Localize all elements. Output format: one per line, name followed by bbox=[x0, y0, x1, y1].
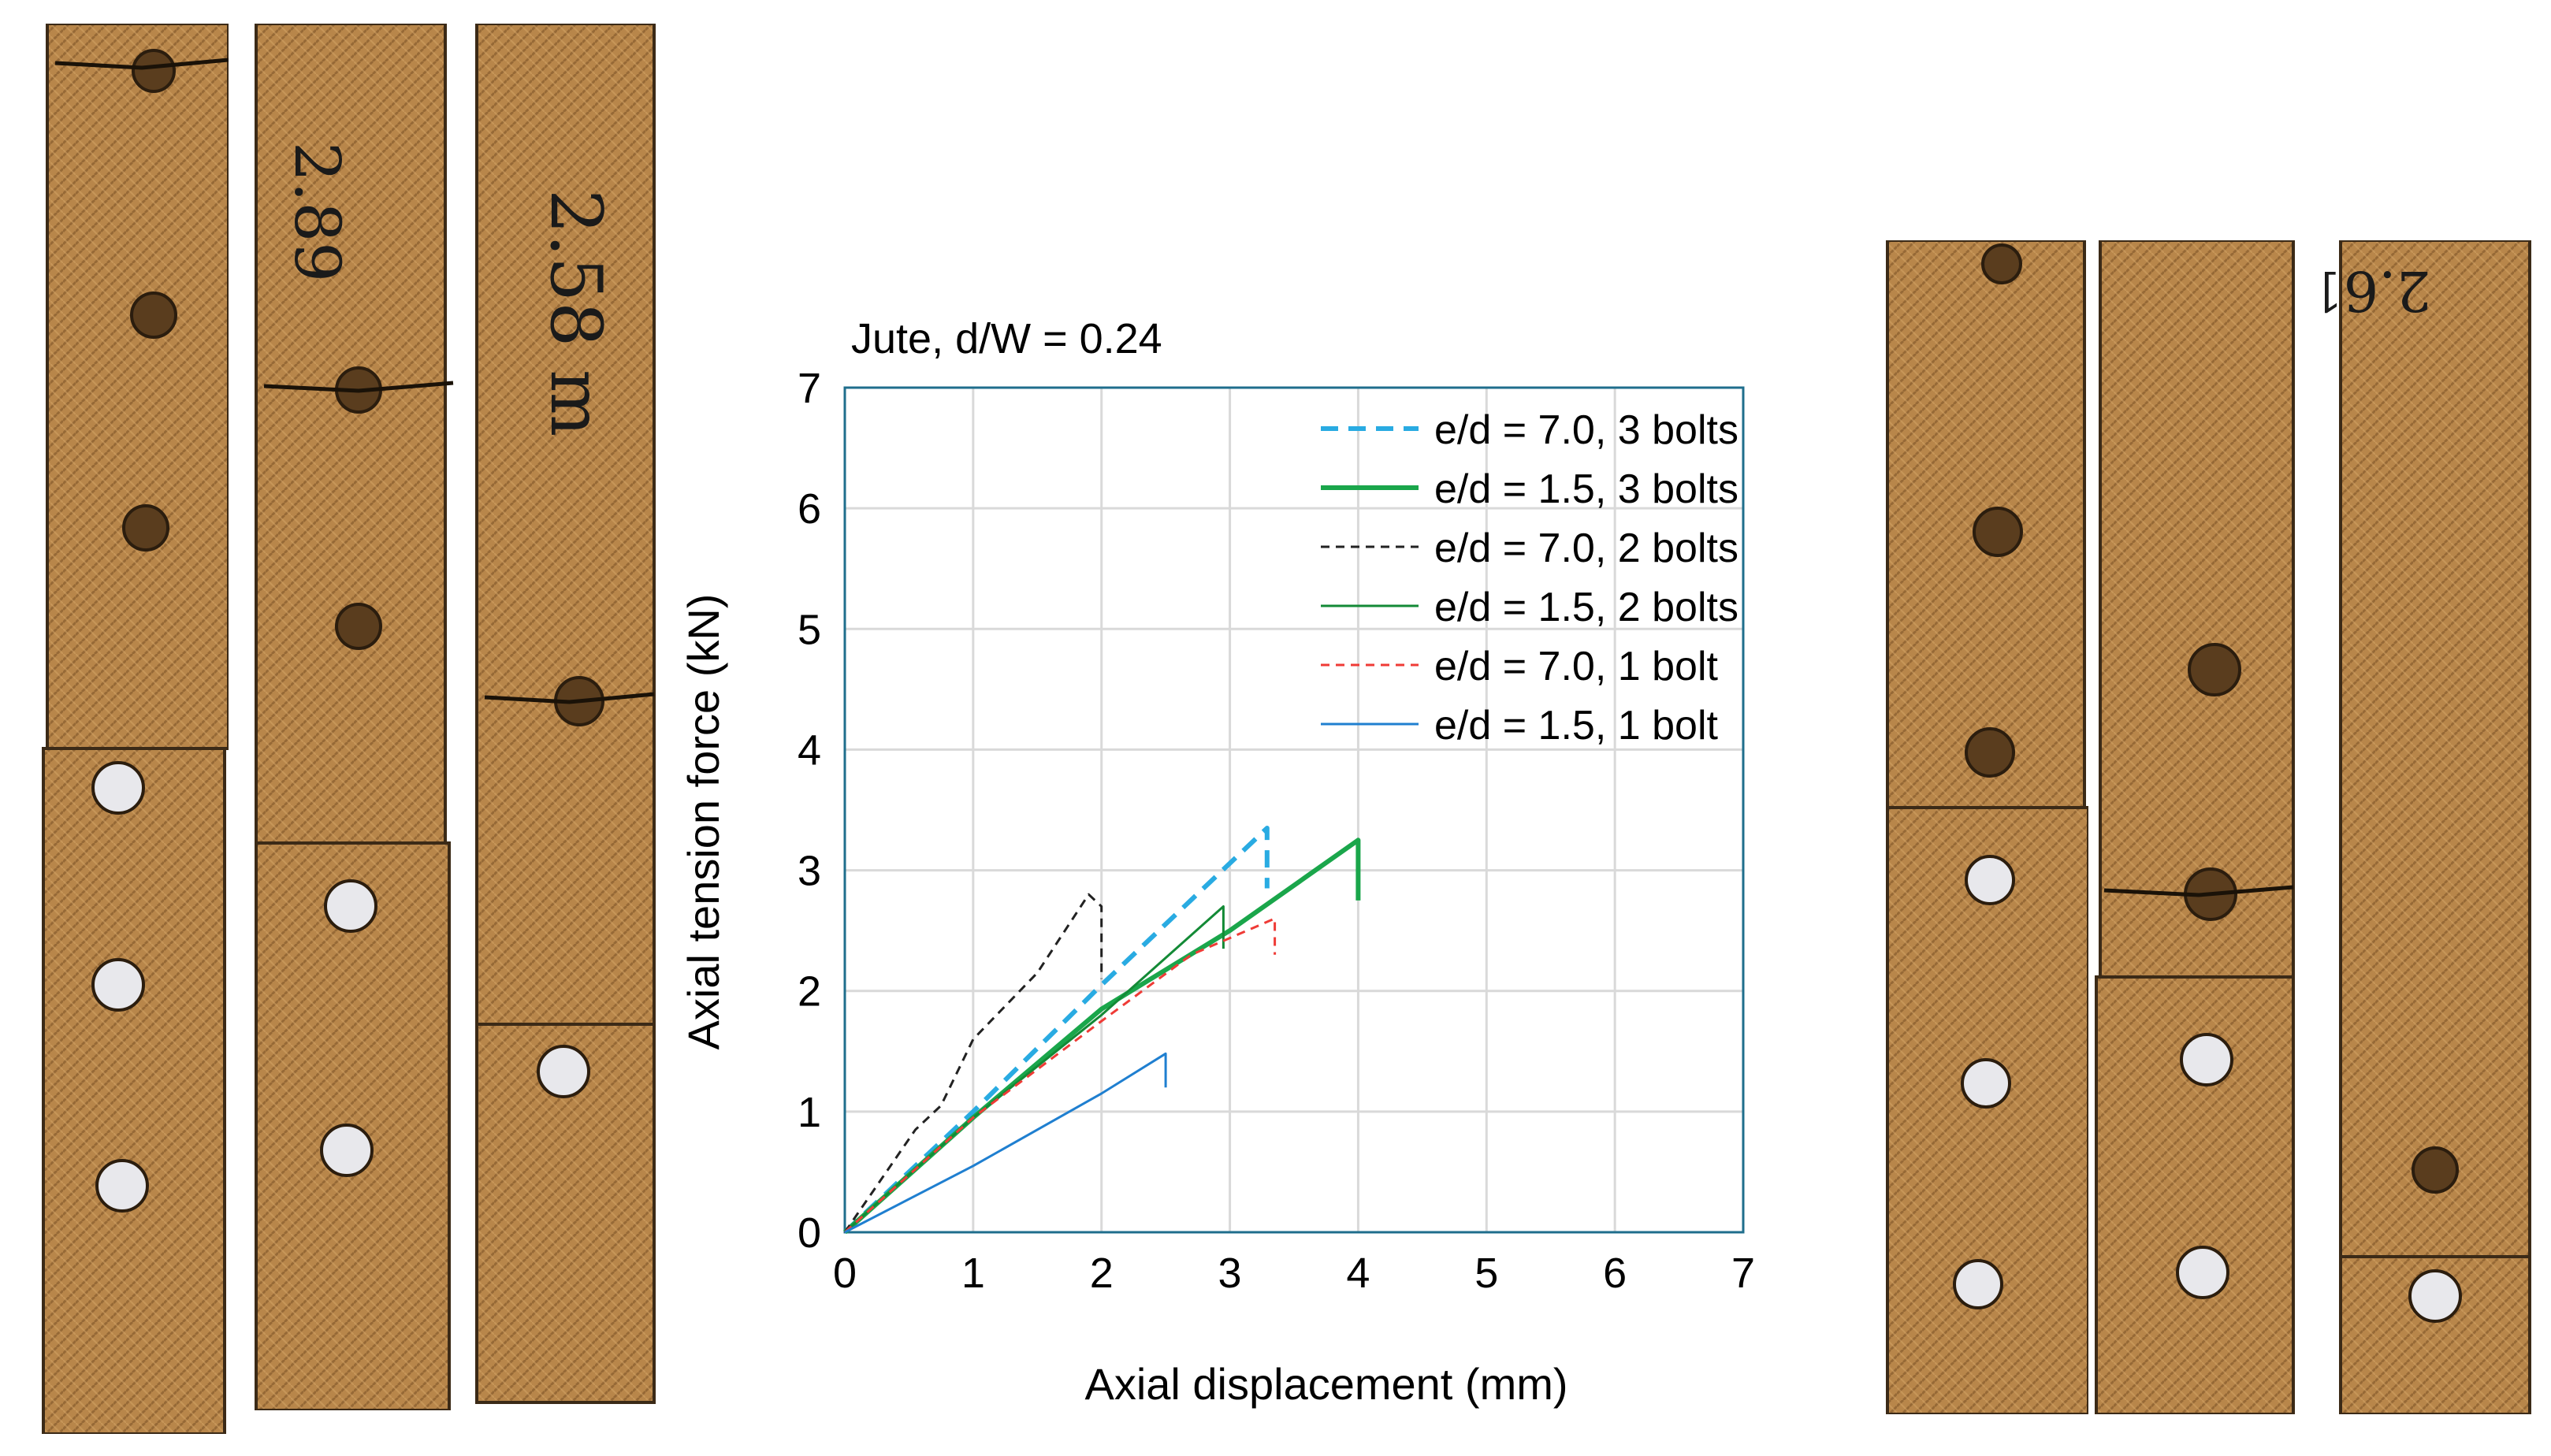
x-tick-label: 3 bbox=[1218, 1250, 1242, 1297]
series-line bbox=[842, 826, 1270, 1235]
plot-frame bbox=[843, 386, 1745, 1234]
series-line bbox=[844, 905, 1225, 1234]
bolt-hole bbox=[1965, 727, 2015, 778]
legend-label: e/d = 7.0, 3 bolts bbox=[1434, 407, 1738, 453]
series-line bbox=[844, 917, 1277, 1234]
bolt-hole bbox=[1965, 855, 2015, 905]
specimen-photo-right-1 bbox=[1872, 240, 2088, 1414]
x-tick-label: 5 bbox=[1474, 1250, 1498, 1297]
y-tick-label: 0 bbox=[798, 1209, 821, 1257]
specimen-photo-left-2: 2.89 bbox=[240, 24, 457, 1410]
data-series bbox=[842, 826, 1361, 1235]
bolt-hole bbox=[320, 1124, 374, 1177]
specimen-photo-left-1 bbox=[0, 24, 229, 1434]
x-tick-label: 2 bbox=[1090, 1250, 1114, 1297]
bolt-hole bbox=[2408, 1269, 2462, 1323]
specimen-left-2-drawing: 2.89 bbox=[255, 24, 454, 1410]
legend-label: e/d = 7.0, 2 bolts bbox=[1434, 526, 1738, 571]
bolt-hole bbox=[122, 504, 169, 552]
y-tick-label: 7 bbox=[798, 365, 821, 412]
y-tick-label: 1 bbox=[798, 1089, 821, 1136]
y-tick-label: 2 bbox=[798, 968, 821, 1016]
jute-strip bbox=[475, 24, 656, 1026]
specimen-right-3-drawing: 2.61 bbox=[2325, 240, 2531, 1414]
jute-strip bbox=[1886, 806, 2088, 1414]
specimen-left-3-drawing: 2.58 m bbox=[475, 24, 656, 1404]
jute-strip bbox=[42, 747, 226, 1434]
handwriting: 2.58 m bbox=[534, 189, 617, 436]
grid-lines bbox=[845, 388, 1743, 1232]
crack bbox=[54, 58, 229, 70]
crack bbox=[484, 692, 655, 704]
bolt-hole bbox=[1953, 1259, 2003, 1309]
x-tick-label: 1 bbox=[961, 1250, 985, 1297]
specimen-right-1-drawing bbox=[1886, 240, 2088, 1414]
bolt-hole bbox=[132, 49, 176, 93]
x-tick-label: 7 bbox=[1731, 1250, 1755, 1297]
jute-strip bbox=[46, 24, 229, 750]
bolt-hole bbox=[91, 958, 145, 1012]
legend-label: e/d = 1.5, 1 bolt bbox=[1434, 703, 1718, 748]
bolt-hole bbox=[2412, 1146, 2459, 1194]
specimen-left-1-drawing bbox=[42, 24, 229, 1434]
y-tick-label: 4 bbox=[798, 726, 821, 774]
legend-label: e/d = 1.5, 3 bolts bbox=[1434, 466, 1738, 512]
x-tick-label: 6 bbox=[1603, 1250, 1627, 1297]
jute-strip bbox=[2099, 240, 2295, 979]
bolt-hole bbox=[95, 1159, 149, 1213]
bolt-hole bbox=[1961, 1058, 2011, 1109]
bolt-hole bbox=[91, 761, 145, 815]
x-axis-label: Axial displacement (mm) bbox=[1084, 1359, 1567, 1409]
legend-label: e/d = 1.5, 2 bolts bbox=[1434, 585, 1738, 630]
series-line bbox=[844, 1052, 1167, 1234]
jute-strip bbox=[255, 24, 447, 845]
crack bbox=[2103, 885, 2294, 897]
bolt-hole bbox=[324, 879, 377, 933]
bolt-hole bbox=[2176, 1246, 2229, 1299]
specimen-photo-left-3: 2.58 m bbox=[469, 24, 662, 1410]
legend: e/d = 7.0, 3 bolts e/d = 1.5, 3 bolts e/d … bbox=[1321, 407, 1738, 748]
handwriting: 2.89 bbox=[281, 142, 354, 282]
bolt-hole bbox=[335, 603, 382, 650]
bolt-hole bbox=[1973, 507, 2023, 557]
x-tick-label: 4 bbox=[1346, 1250, 1370, 1297]
y-tick-label: 6 bbox=[798, 485, 821, 533]
bolt-hole bbox=[537, 1045, 590, 1098]
specimen-right-2-drawing bbox=[2095, 240, 2295, 1414]
x-tick-label: 0 bbox=[833, 1250, 857, 1297]
y-tick-label: 3 bbox=[798, 848, 821, 895]
handwriting: 2.61 bbox=[2325, 258, 2431, 323]
y-tick-label: 5 bbox=[798, 606, 821, 653]
bolt-hole bbox=[1981, 243, 2022, 284]
bolt-hole bbox=[2180, 1033, 2233, 1086]
bolt-hole bbox=[130, 292, 177, 339]
legend-label: e/d = 7.0, 1 bolt bbox=[1434, 644, 1718, 689]
specimen-photo-right-2 bbox=[2088, 240, 2297, 1414]
chart-title: Jute, d/W = 0.24 bbox=[851, 315, 1162, 362]
bolt-hole bbox=[2188, 643, 2241, 696]
crack bbox=[263, 381, 454, 393]
jute-strip bbox=[2339, 240, 2531, 1258]
tick-labels: 0 1 2 3 4 5 6 7 0 1 2 3 4 5 6 7 bbox=[798, 365, 1755, 1297]
specimen-photo-right-3: 2.61 bbox=[2325, 240, 2538, 1414]
y-axis-label: Axial tension force (kN) bbox=[679, 594, 728, 1050]
